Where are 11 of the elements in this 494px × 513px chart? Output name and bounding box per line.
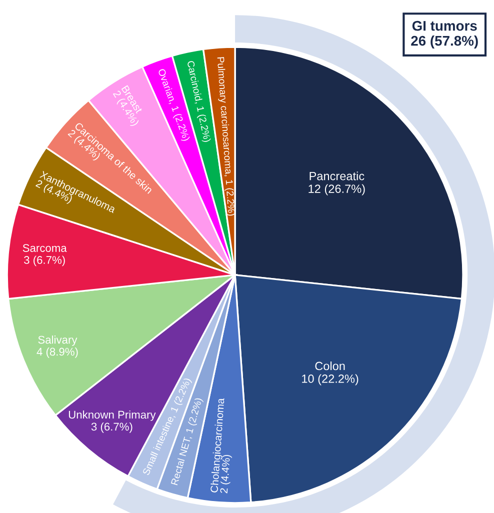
slice-label: Pulmonary carcinosarcoma, 1 (2.2%) [215, 57, 236, 216]
data-label: 10 (22.2%) [302, 374, 358, 386]
data-label: 3 (6.7%) [24, 256, 65, 266]
data-label: 4 (8.9%) [36, 348, 78, 358]
text: GI tumors 26 (57.8%) [411, 20, 478, 48]
slice-label: Colon [315, 361, 345, 370]
data-label: 12 (26.7%) [308, 184, 365, 196]
data-label: 3 (6.7%) [91, 422, 132, 433]
slice-label: Pancreatic [310, 172, 364, 180]
slice-label: Salivary [38, 336, 78, 346]
slice-label: Sarcoma [22, 244, 67, 252]
